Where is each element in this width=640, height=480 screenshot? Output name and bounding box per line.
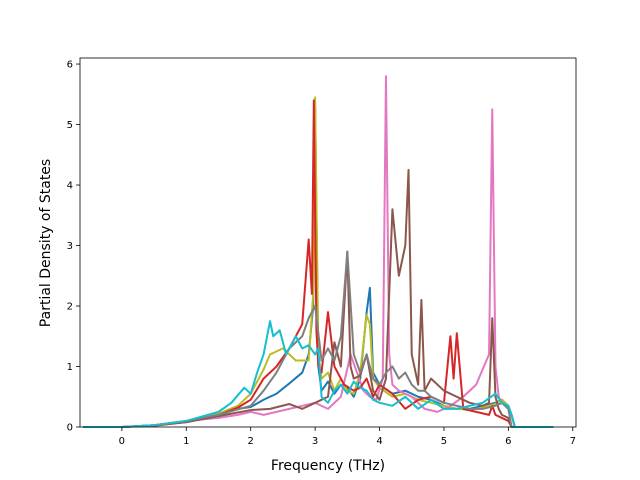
x-tick-label: 0 [119, 436, 125, 447]
x-tick-label: 3 [312, 436, 318, 447]
plot-lines [83, 75, 554, 428]
y-tick-label: 4 [67, 181, 73, 192]
y-tick-label: 0 [67, 423, 73, 434]
series-line-6 [83, 320, 554, 428]
x-tick-label: 2 [248, 436, 254, 447]
x-tick-label: 1 [183, 436, 189, 447]
x-tick-label: 7 [570, 436, 576, 447]
y-tick-label: 2 [67, 302, 73, 313]
y-tick-label: 5 [67, 120, 73, 131]
plot-frame [79, 57, 577, 428]
x-tick-label: 4 [376, 436, 382, 447]
x-tick-label: 5 [441, 436, 447, 447]
y-tick-label: 3 [67, 241, 73, 252]
series-line-4 [83, 168, 554, 428]
y-tick-label: 1 [67, 362, 73, 373]
x-axis-ticks: 0 1 2 3 4 5 6 7 [119, 427, 576, 447]
y-axis-ticks: 0 1 2 3 4 5 6 [67, 60, 80, 434]
y-axis-label: Partial Density of States [38, 159, 54, 327]
y-tick-label: 6 [67, 60, 73, 71]
x-tick-label: 6 [505, 436, 511, 447]
x-axis-label: Frequency (THz) [271, 458, 385, 474]
series-line-3 [83, 99, 554, 428]
